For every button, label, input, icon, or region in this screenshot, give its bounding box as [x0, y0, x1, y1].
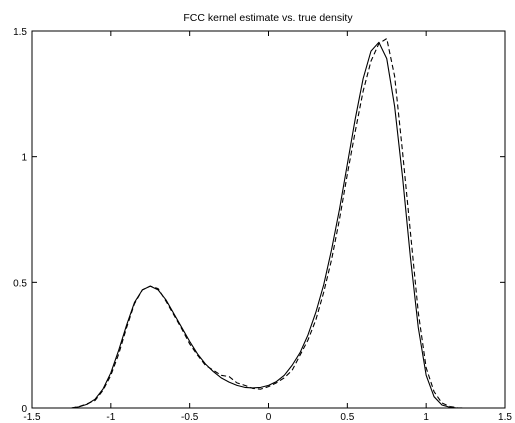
y-tick-label: 0 [21, 404, 27, 415]
chart-title: FCC kernel estimate vs. true density [183, 12, 353, 24]
series-line-dashed [71, 37, 466, 409]
x-tick-label: 1 [423, 412, 429, 423]
ticks: -1.5 -1 -0.5 0 0.5 1 1.5 0 0.5 1 1.5 [13, 27, 512, 423]
x-tick-label: -0.5 [181, 412, 199, 423]
x-tick-label: 0.5 [340, 412, 354, 423]
y-tick-label: 1 [21, 153, 27, 164]
plot-frame [31, 30, 506, 409]
x-tick-label: 0 [266, 412, 272, 423]
x-tick-label: -1 [106, 412, 115, 423]
series-layer [71, 37, 466, 409]
y-tick-label: 0.5 [13, 278, 27, 289]
series-line-solid [71, 41, 458, 409]
x-tick-label: 1.5 [498, 412, 512, 423]
x-tick-label: -1.5 [23, 412, 41, 423]
axes [31, 30, 506, 409]
y-tick-label: 1.5 [13, 27, 27, 38]
